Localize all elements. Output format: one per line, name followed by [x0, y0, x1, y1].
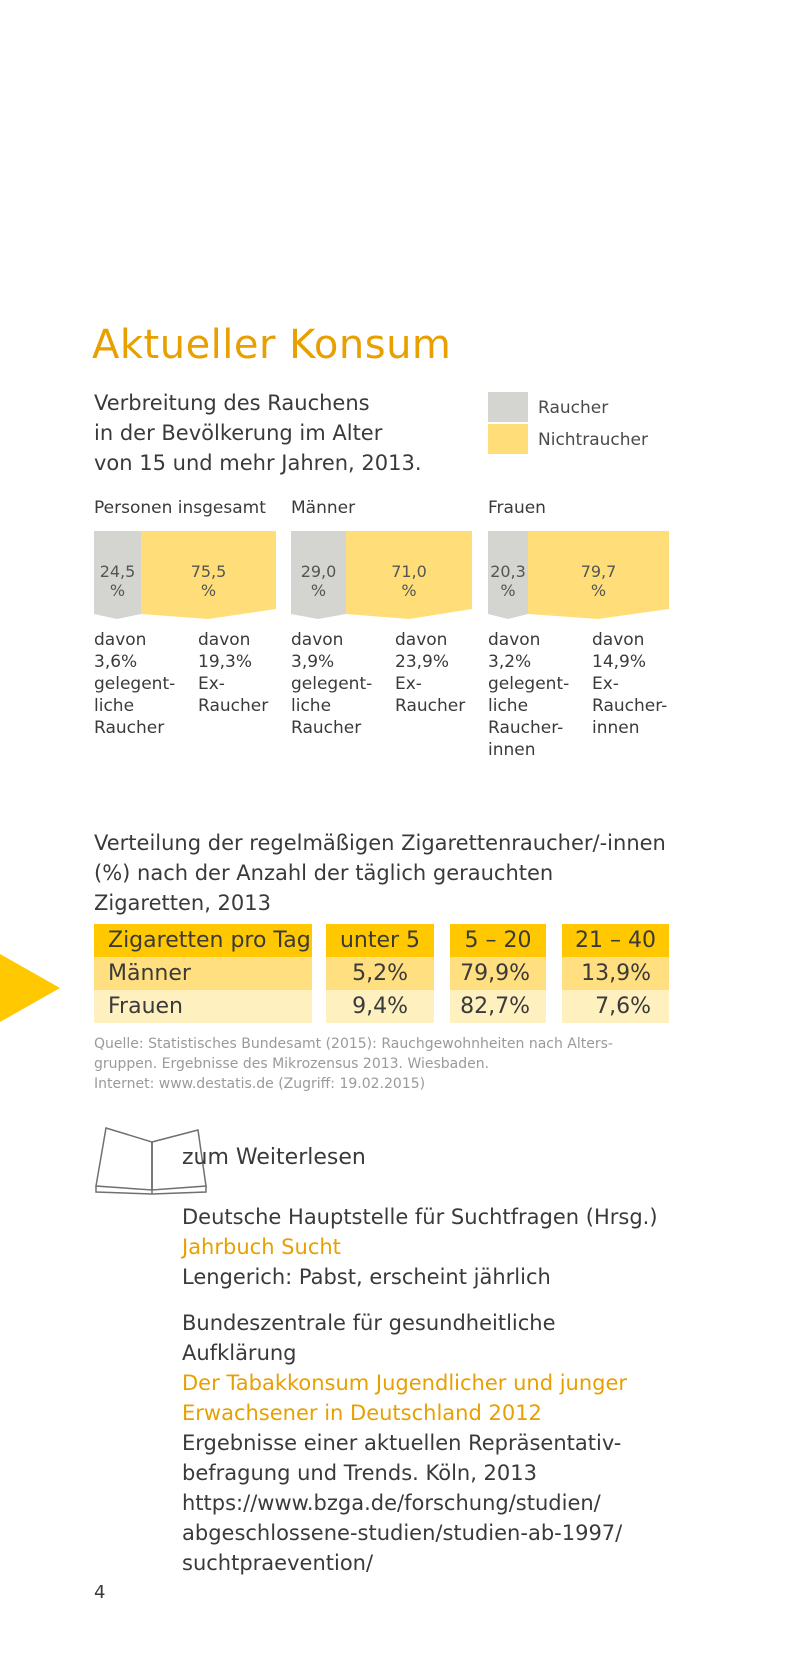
legend-swatch-smoker: [488, 392, 528, 422]
share-bar-total: [94, 531, 276, 619]
arrow-marker-icon: [0, 954, 60, 1022]
table-row-label: Männer: [94, 957, 312, 990]
table-cell: 7,6%: [562, 990, 669, 1023]
table-cell: 79,9%: [450, 957, 546, 990]
intro-line: Verbreitung des Rauchens: [94, 391, 370, 415]
nonsmoker-note-total: davon 19,3% Ex- Raucher: [198, 630, 269, 716]
source-note: Quelle: Statistisches Bundesamt (2015): …: [94, 1036, 613, 1092]
nonsmoker-note-women: davon 14,9% Ex- Raucher- innen: [592, 630, 668, 738]
nonsmoker-segment: [346, 531, 472, 619]
smoker-value-women: 20,3%: [490, 562, 526, 600]
further-reading-heading: zum Weiterlesen: [182, 1145, 366, 1170]
page-number: 4: [94, 1582, 106, 1603]
table-cell: 13,9%: [562, 957, 669, 990]
distribution-title: Verteilung der regelmäßigen Zigarettenra…: [94, 831, 666, 915]
smoker-segment: [488, 531, 528, 619]
table-header-cell: 5 – 20: [450, 924, 546, 957]
reference-title: Erwachsener in Deutschland 2012: [182, 1401, 542, 1425]
table-header-cell: 21 – 40: [562, 924, 669, 957]
table-cell: 9,4%: [326, 990, 434, 1023]
smoker-note-total: davon 3,6% gelegent- liche Raucher: [94, 630, 176, 738]
intro-line: in der Bevölkerung im Alter: [94, 421, 383, 445]
group-title-men: Männer: [291, 498, 356, 518]
share-bar-women: [488, 531, 669, 619]
nonsmoker-value-women: 79,7%: [580, 562, 617, 600]
smoker-value-men: 29,0%: [300, 562, 337, 600]
smoker-note-women: davon 3,2% gelegent- liche Raucher- inne…: [488, 630, 570, 760]
reference-1: Deutsche Hauptstelle für Suchtfragen (Hr…: [182, 1205, 658, 1289]
reference-title: Der Tabakkonsum Jugendlicher und junger: [182, 1371, 628, 1395]
open-book-icon: [95, 1127, 207, 1195]
table-header-cell: Zigaretten pro Tag: [94, 924, 312, 957]
nonsmoker-value-total: 75,5%: [190, 562, 227, 600]
share-bar-men: [291, 531, 472, 619]
legend-swatch-nonsmoker: [488, 424, 528, 454]
smoker-note-men: davon 3,9% gelegent- liche Raucher: [291, 630, 373, 738]
page-title: Aktueller Konsum: [92, 322, 452, 368]
nonsmoker-note-men: davon 23,9% Ex- Raucher: [395, 630, 466, 716]
table-row-label: Frauen: [94, 990, 312, 1023]
smoker-segment: [291, 531, 346, 619]
reference-title: Jahrbuch Sucht: [182, 1235, 341, 1259]
table-header-cell: unter 5: [326, 924, 434, 957]
legend-label-smoker: Raucher: [538, 398, 609, 418]
legend-label-nonsmoker: Nichtraucher: [538, 430, 648, 450]
smoker-value-total: 24,5%: [99, 562, 136, 600]
reference-2: Bundeszentrale für gesundheitliche Aufkl…: [182, 1311, 628, 1575]
smoker-segment: [94, 531, 141, 619]
group-title-women: Frauen: [488, 498, 546, 518]
intro-text: Verbreitung des Rauchens in der Bevölker…: [94, 388, 422, 478]
nonsmoker-segment: [528, 531, 669, 619]
nonsmoker-value-men: 71,0%: [391, 562, 427, 600]
table-cell: 5,2%: [326, 957, 434, 990]
nonsmoker-segment: [141, 531, 276, 619]
group-title-total: Personen insgesamt: [94, 498, 266, 518]
table-cell: 82,7%: [450, 990, 546, 1023]
intro-line: von 15 und mehr Jahren, 2013.: [94, 451, 422, 475]
